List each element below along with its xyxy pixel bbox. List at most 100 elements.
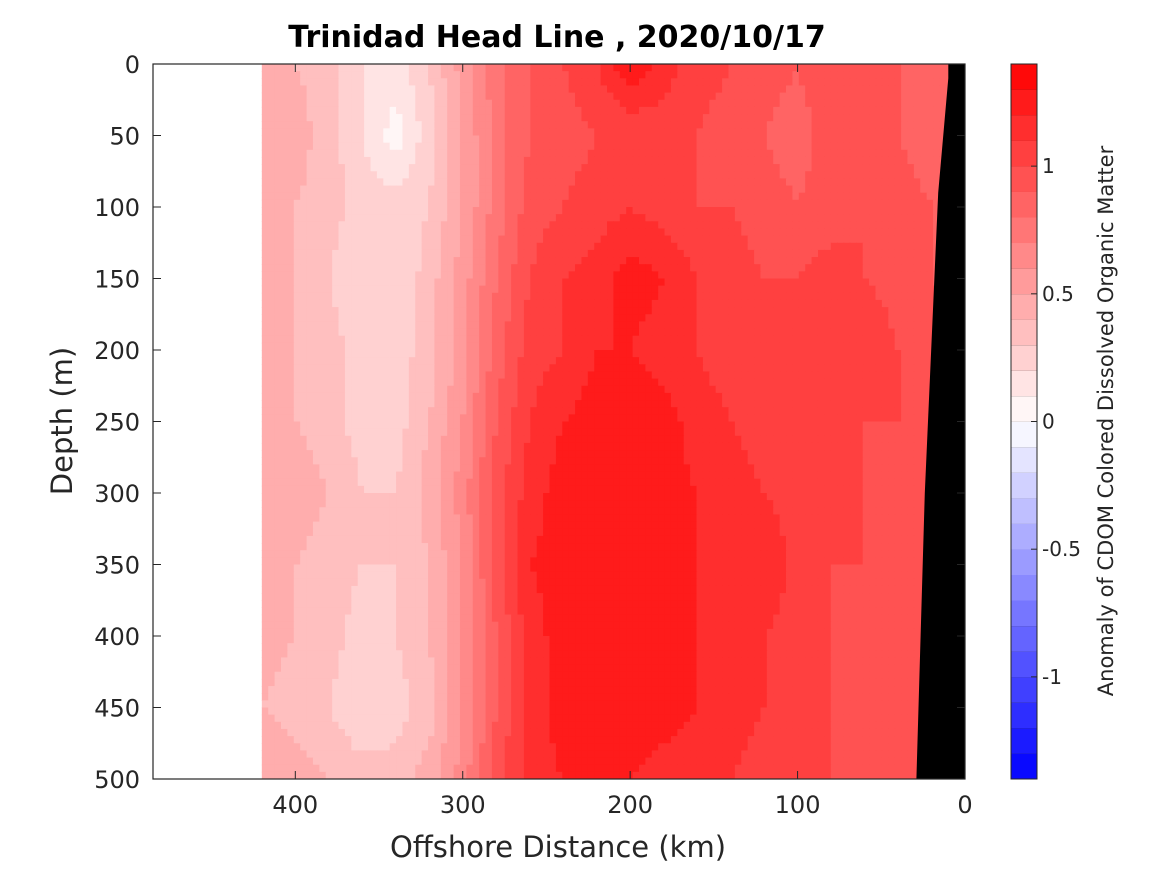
heatmap-cell (632, 292, 640, 301)
heatmap-cell (281, 185, 288, 194)
heatmap-cell (562, 128, 570, 137)
heatmap-cell (888, 299, 896, 308)
heatmap-cell (728, 249, 736, 258)
heatmap-cell (670, 221, 678, 230)
heatmap-cell (511, 199, 519, 208)
heatmap-cell (805, 335, 813, 344)
heatmap-cell (274, 199, 282, 208)
heatmap-cell (664, 185, 672, 194)
heatmap-cell (536, 364, 544, 373)
heatmap-cell (715, 64, 723, 72)
heatmap-cell (817, 178, 825, 187)
heatmap-cell (466, 371, 474, 380)
heatmap-cell (312, 378, 320, 387)
heatmap-cell (600, 85, 608, 94)
heatmap-cell (690, 271, 698, 280)
heatmap-cell (261, 328, 269, 337)
heatmap-cell (530, 71, 538, 79)
heatmap-cell (881, 278, 889, 287)
heatmap-cell (696, 64, 704, 72)
heatmap-cell (715, 364, 723, 373)
heatmap-cell (824, 350, 832, 358)
heatmap-cell (332, 350, 340, 358)
heatmap-cell (747, 221, 755, 230)
heatmap-cell (300, 321, 308, 330)
heatmap-cell (351, 142, 359, 151)
heatmap-cell (670, 214, 678, 222)
heatmap-cell (472, 321, 480, 330)
heatmap-cell (396, 185, 404, 194)
heatmap-cell (281, 249, 288, 258)
heatmap-cell (677, 371, 685, 380)
heatmap-cell (913, 257, 921, 265)
heatmap-cell (332, 264, 340, 272)
heatmap-cell (709, 114, 717, 122)
heatmap-cell (434, 185, 442, 194)
heatmap-cell (472, 85, 480, 94)
heatmap-cell (364, 242, 372, 251)
heatmap-cell (626, 271, 634, 280)
heatmap-cell (696, 264, 704, 272)
heatmap-cell (754, 335, 762, 344)
heatmap-cell (683, 271, 691, 280)
heatmap-cell (607, 106, 615, 115)
heatmap-cell (440, 85, 448, 94)
heatmap-cell (536, 378, 544, 387)
heatmap-cell (817, 121, 825, 129)
heatmap-cell (792, 185, 800, 194)
heatmap-cell (792, 321, 800, 330)
heatmap-cell (274, 257, 282, 265)
heatmap-cell (651, 156, 659, 165)
heatmap-cell (869, 64, 877, 72)
heatmap-cell (293, 357, 301, 365)
heatmap-cell (901, 214, 909, 222)
heatmap-cell (613, 350, 621, 358)
heatmap-cell (498, 192, 506, 201)
heatmap-cell (511, 228, 519, 237)
heatmap-cell (715, 249, 723, 258)
heatmap-cell (389, 78, 397, 87)
heatmap-cell (300, 264, 308, 272)
heatmap-cell (632, 235, 640, 244)
heatmap-cell (504, 85, 512, 94)
heatmap-cell (805, 178, 813, 187)
heatmap-cell (632, 307, 640, 315)
heatmap-cell (754, 199, 762, 208)
heatmap-cell (626, 78, 634, 87)
heatmap-cell (869, 299, 877, 308)
heatmap-cell (332, 342, 340, 351)
heatmap-cell (722, 85, 730, 94)
heatmap-cell (312, 278, 320, 287)
heatmap-cell (344, 228, 352, 237)
heatmap-cell (683, 335, 691, 344)
heatmap-cell (523, 149, 531, 158)
heatmap-cell (408, 199, 416, 208)
heatmap-cell (747, 114, 755, 122)
heatmap-cell (312, 299, 320, 308)
heatmap-cell (511, 242, 519, 251)
heatmap-cell (913, 314, 921, 322)
heatmap-cell (357, 292, 365, 301)
heatmap-cell (421, 71, 429, 79)
heatmap-cell (607, 335, 615, 344)
heatmap-cell (421, 135, 429, 144)
heatmap-cell (338, 99, 346, 108)
heatmap-cell (268, 285, 276, 294)
heatmap-cell (491, 328, 499, 337)
heatmap-cell (549, 335, 557, 344)
heatmap-cell (779, 135, 787, 144)
heatmap-cell (472, 371, 480, 380)
heatmap-cell (856, 299, 864, 308)
heatmap-cell (843, 257, 851, 265)
heatmap-cell (683, 142, 691, 151)
heatmap-cell (645, 199, 653, 208)
heatmap-cell (555, 199, 563, 208)
heatmap-cell (760, 249, 768, 258)
heatmap-cell (613, 221, 621, 230)
heatmap-cell (293, 99, 301, 108)
heatmap-cell (773, 307, 781, 315)
heatmap-cell (459, 114, 467, 122)
heatmap-cell (626, 221, 634, 230)
heatmap-cell (607, 207, 615, 215)
heatmap-cell (459, 350, 467, 358)
